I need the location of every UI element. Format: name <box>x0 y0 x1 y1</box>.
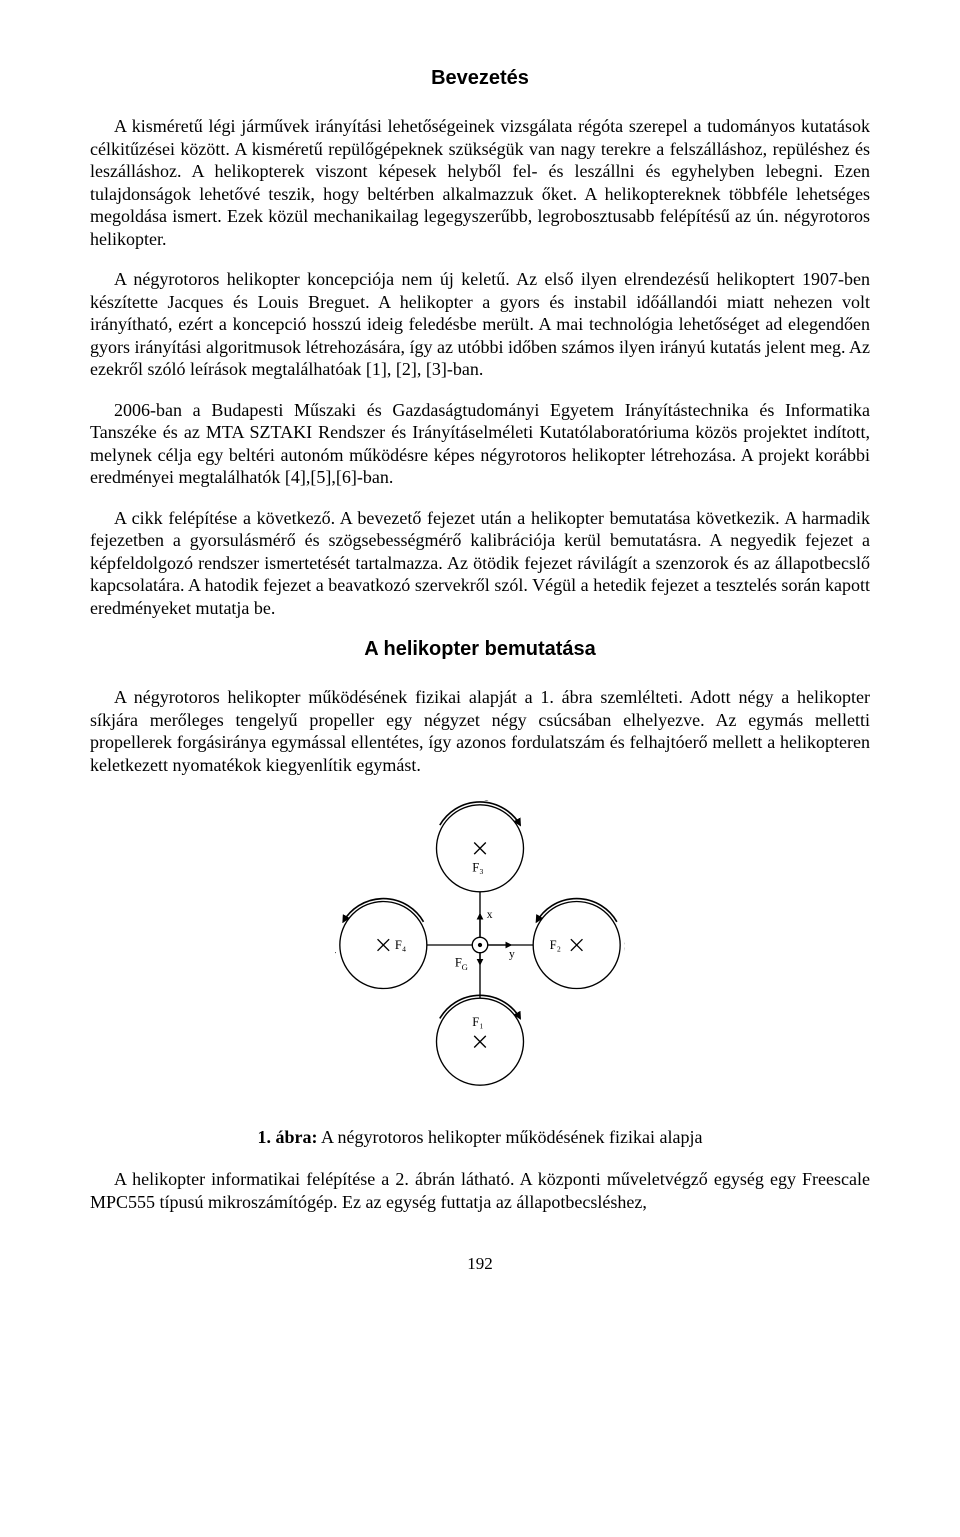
svg-text:F₃: F₃ <box>472 861 483 875</box>
svg-text:G: G <box>462 962 468 972</box>
paragraph: 2006-ban a Budapesti Műszaki és Gazdaság… <box>90 399 870 489</box>
svg-text:F₁: F₁ <box>472 1015 483 1029</box>
section-heading-intro: Bevezetés <box>90 66 870 91</box>
svg-text:y: y <box>509 948 515 961</box>
paragraph: A helikopter informatikai felépítése a 2… <box>90 1168 870 1213</box>
svg-text:Ω₄: Ω₄ <box>335 935 337 955</box>
svg-text:Ω₃: Ω₃ <box>470 800 489 801</box>
svg-text:Ω₁: Ω₁ <box>470 1089 489 1091</box>
figure-caption: 1. ábra: A négyrotoros helikopter működé… <box>90 1126 870 1149</box>
svg-text:F₄: F₄ <box>395 938 406 952</box>
svg-text:F₂: F₂ <box>550 938 561 952</box>
svg-text:Ω₂: Ω₂ <box>624 935 625 955</box>
figure-caption-text: A négyrotoros helikopter működésének fiz… <box>318 1127 703 1147</box>
paragraph: A négyrotoros helikopter működésének fiz… <box>90 686 870 776</box>
svg-text:x: x <box>487 908 493 921</box>
paragraph: A kisméretű légi járművek irányítási leh… <box>90 115 870 250</box>
figure-number: 1. ábra: <box>258 1127 318 1147</box>
paragraph: A négyrotoros helikopter koncepciója nem… <box>90 268 870 381</box>
paragraph: A cikk felépítése a következő. A bevezet… <box>90 507 870 620</box>
figure-quadrotor-diagram: xyFGΩ₃F₃Ω₂F₂Ω₁F₁Ω₄F₄ <box>90 800 870 1096</box>
section-heading-helicopter: A helikopter bemutatása <box>90 637 870 662</box>
page-number: 192 <box>90 1253 870 1274</box>
